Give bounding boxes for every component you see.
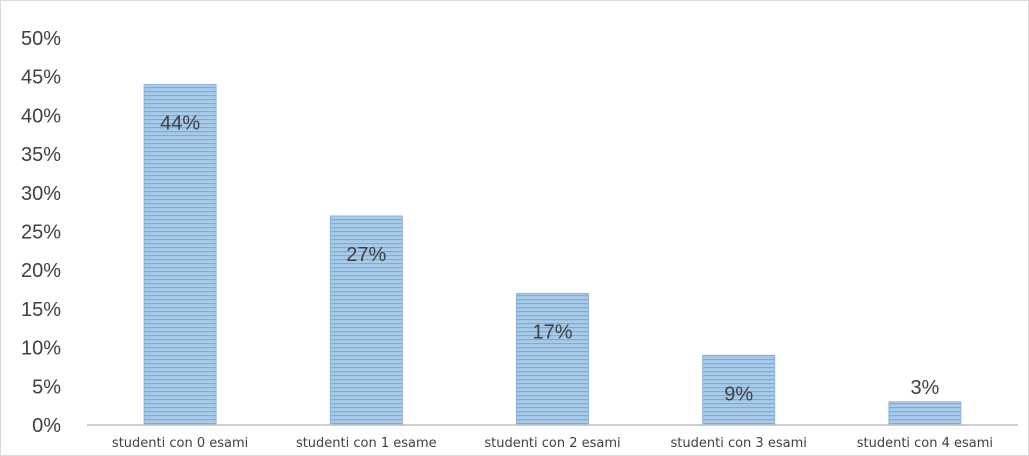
data-label: 44%: [160, 112, 200, 134]
y-tick-label: 20%: [21, 260, 61, 282]
y-axis-tick-labels: 0% 5% 10% 15% 20% 25% 30% 35% 40% 45% 50%: [21, 28, 61, 437]
y-tick-label: 30%: [21, 183, 61, 205]
bar: [516, 292, 589, 426]
y-tick-label: 15%: [21, 299, 61, 321]
bars: [143, 83, 962, 426]
data-label: 9%: [724, 383, 753, 405]
x-tick-label: studenti con 3 esami: [671, 436, 807, 451]
x-axis-tick-labels: studenti con 0 esami studenti con 1 esame…: [112, 436, 993, 451]
data-label: 3%: [910, 377, 939, 399]
y-tick-label: 0%: [32, 415, 61, 437]
y-tick-label: 45%: [21, 67, 61, 89]
y-tick-label: 25%: [21, 222, 61, 244]
y-tick-label: 40%: [21, 105, 61, 127]
y-tick-label: 35%: [21, 144, 61, 166]
y-tick-label: 50%: [21, 28, 61, 50]
y-tick-label: 10%: [21, 338, 61, 360]
bar: [702, 354, 776, 426]
x-tick-label: studenti con 1 esame: [296, 436, 437, 451]
bar: [329, 215, 403, 426]
data-label: 27%: [346, 244, 386, 266]
x-tick-label: studenti con 4 esami: [857, 436, 993, 451]
bar: [888, 401, 962, 426]
data-labels: 44% 27% 17% 9% 3%: [160, 112, 939, 405]
data-label: 17%: [532, 321, 572, 343]
bar: [143, 83, 217, 426]
x-tick-label: studenti con 0 esami: [112, 436, 248, 451]
x-tick-label: studenti con 2 esami: [484, 436, 620, 451]
y-tick-label: 5%: [32, 376, 61, 398]
